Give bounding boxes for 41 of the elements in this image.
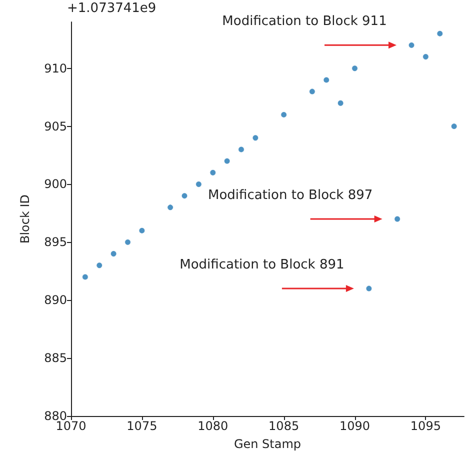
x-tick-label: 1070 — [56, 419, 86, 433]
x-tick-label: 1080 — [198, 419, 228, 433]
point — [167, 204, 174, 211]
point — [210, 169, 216, 176]
annotation: Modification to Block 891 — [180, 258, 344, 273]
x-tick-label: 1085 — [268, 419, 300, 433]
point — [252, 134, 259, 142]
point — [280, 111, 288, 118]
point — [181, 192, 188, 200]
point — [394, 216, 401, 222]
point — [337, 100, 344, 106]
y-axis-title: Block ID — [18, 194, 32, 244]
point — [366, 285, 372, 292]
point — [308, 88, 316, 95]
point — [422, 53, 429, 60]
point — [408, 42, 415, 48]
x-tick-label: 1095 — [410, 419, 441, 433]
point — [138, 227, 146, 234]
annotation: Modification to Block 897 — [208, 188, 373, 203]
point — [323, 76, 330, 84]
y-tick-label: 895 — [44, 235, 67, 250]
point — [351, 65, 358, 72]
y-tick-label: 900 — [44, 177, 67, 192]
point — [450, 122, 458, 130]
annotation: Modification to Block 911 — [222, 14, 387, 30]
x-tick-label: 1075 — [126, 419, 158, 433]
point — [82, 274, 88, 280]
point — [110, 250, 117, 258]
point — [195, 180, 202, 188]
point — [96, 262, 103, 269]
point — [224, 158, 230, 164]
x-tick-label: 1090 — [339, 419, 370, 433]
point — [238, 146, 245, 153]
x-axis-title: Gen Stamp — [234, 437, 302, 451]
y-tick-label: 910 — [44, 61, 67, 76]
y-tick-label: 890 — [44, 293, 67, 308]
y-tick-label: 905 — [44, 119, 67, 134]
point — [124, 238, 132, 246]
point — [436, 30, 444, 37]
text: +1.073741e9 — [67, 1, 156, 16]
y-tick-label: 885 — [44, 351, 67, 366]
